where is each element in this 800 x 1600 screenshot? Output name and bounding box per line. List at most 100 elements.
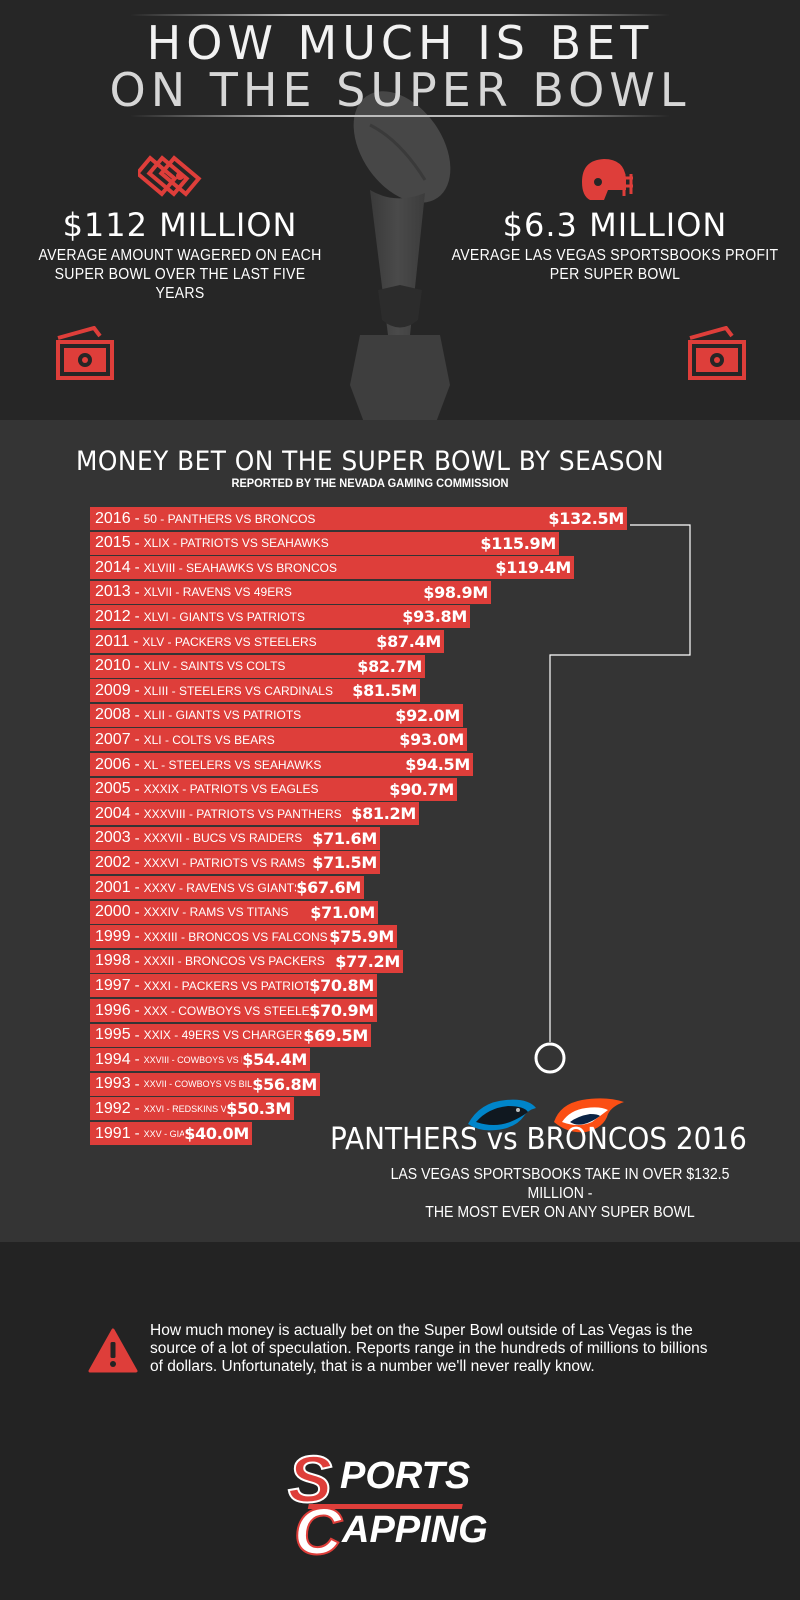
football-helmet-icon	[582, 159, 633, 200]
bar-value-label: $40.0M	[184, 1124, 249, 1143]
bar-year-label: 2011	[95, 632, 130, 650]
bar-2001: 2001- XXXV - RAVENS VS GIANTS $67.6M	[90, 876, 364, 899]
lombardi-trophy-icon	[350, 91, 451, 420]
bar-year-label: 2003	[95, 829, 131, 847]
bar-separator: -	[134, 1125, 140, 1142]
bar-value-label: $69.5M	[303, 1025, 368, 1045]
bar-game-label: XXIX - 49ERS VS CHARGERS	[143, 1028, 304, 1043]
bar-value-label: $77.2M	[335, 951, 400, 971]
bar-year-label: 2002	[95, 853, 131, 871]
bar-1997: 1997- XXXI - PACKERS VS PATRIOTS $70.8M	[90, 974, 377, 998]
bar-2003: 2003- XXXVII - BUCS VS RAIDERS $71.6M	[90, 826, 380, 850]
bar-game-label: XLIV - SAINTS VS COLTS	[143, 659, 286, 674]
bar-year-label: 1993	[95, 1075, 131, 1093]
bar-value-label: $132.5M	[548, 509, 624, 528]
bar-value-label: $92.0M	[395, 705, 460, 725]
bar-game-label: XLII - GIANTS VS PATRIOTS	[143, 708, 302, 723]
bar-value-label: $50.3M	[226, 1099, 291, 1119]
bar-game-label: XL - STEELERS VS SEAHAWKS	[143, 757, 322, 772]
bar-2011: 2011- XLV - PACKERS VS STEELERS $87.4M	[90, 630, 444, 653]
bar-game-label: XXXV - RAVENS VS GIANTS	[143, 880, 297, 895]
callout-title: PANTHERS vs BRONCOS 2016	[330, 1122, 747, 1157]
bar-separator: -	[133, 633, 139, 650]
bar-value-label: $71.5M	[312, 853, 377, 873]
chart-subtitle: REPORTED BY THE NEVADA GAMING COMMISSION	[231, 476, 509, 490]
bar-game-label: XXXIX - PATRIOTS VS EAGLES	[143, 782, 319, 797]
warning-text: How much money is actually bet on the Su…	[150, 1322, 708, 1375]
bar-1992: 1992-XXVI - REDSKINS VS BILLS$50.3M	[90, 1097, 294, 1121]
bar-separator: -	[134, 829, 140, 847]
highlight-connector	[534, 524, 691, 1074]
page-title-line1: HOW MUCH IS BET	[146, 16, 654, 70]
bar-game-label: XXXII - BRONCOS VS PACKERS	[143, 954, 325, 969]
bar-year-label: 1997	[95, 976, 131, 994]
title-bottom-rule	[130, 115, 670, 117]
bar-value-label: $81.5M	[352, 681, 417, 701]
bar-game-label: XXVIII - COWBOYS VS BILLS	[143, 1054, 243, 1065]
bar-2008: 2008- XLII - GIANTS VS PATRIOTS $92.0M	[90, 703, 463, 727]
bar-separator: -	[134, 534, 140, 552]
bar-value-label: $71.0M	[310, 902, 375, 922]
bar-value-label: $81.2M	[351, 804, 416, 824]
bar-game-label: XXXVIII - PATRIOTS VS PANTHERS	[143, 806, 342, 821]
callout-description-line1: LAS VEGAS SPORTSBOOKS TAKE IN OVER $132.…	[390, 1166, 730, 1202]
bar-game-label: XXXVII - BUCS VS RAIDERS	[143, 831, 303, 846]
logo-letters: S C	[287, 1442, 463, 1557]
bar-value-label: $119.4M	[495, 558, 571, 578]
logo-letter-c: C	[294, 1494, 343, 1557]
bar-value-label: $87.4M	[376, 632, 441, 651]
connector-end-circle	[534, 1042, 566, 1074]
bar-value-label: $93.0M	[399, 730, 464, 750]
bar-separator: -	[134, 510, 140, 527]
bar-separator: -	[134, 952, 140, 970]
bar-year-label: 1996	[95, 1001, 131, 1019]
bar-game-label: XXVII - COWBOYS VS BILLS	[143, 1079, 253, 1090]
money-stack-icon	[138, 155, 202, 197]
bar-2002: 2002- XXXVI - PATRIOTS VS RAMS $71.5M	[90, 851, 380, 875]
chart-title: MONEY BET ON THE SUPER BOWL BY SEASON	[76, 446, 664, 477]
stat-wagered-value: $112 MILLION	[62, 206, 298, 244]
panthers-logo-icon	[468, 1099, 536, 1131]
bar-game-label: XXXVI - PATRIOTS VS RAMS	[143, 855, 306, 870]
bar-year-label: 1991	[95, 1124, 131, 1142]
bar-value-label: $54.4M	[242, 1050, 307, 1070]
bar-1995: 1995- XXIX - 49ERS VS CHARGERS $69.5M	[90, 1023, 371, 1047]
bar-game-label: XXV - GIANTS VS BILLS	[143, 1128, 185, 1139]
bar-2000: 2000- XXXIV - RAMS VS TITANS $71.0M	[90, 900, 378, 924]
bar-value-label: $82.7M	[357, 656, 422, 676]
bar-1999: 1999- XXXIII - BRONCOS VS FALCONS $75.9M	[90, 925, 397, 949]
bar-separator: -	[134, 805, 140, 823]
bar-value-label: $67.6M	[296, 878, 361, 897]
bar-1996: 1996- XXX - COWBOYS VS STEELERS $70.9M	[90, 999, 377, 1022]
bar-separator: -	[134, 1075, 140, 1093]
stat-wagered-desc-line2: SUPER BOWL OVER THE LAST FIVE YEARS	[54, 266, 306, 302]
bar-year-label: 2016	[95, 509, 131, 527]
bar-separator: -	[134, 731, 140, 749]
bar-year-label: 2005	[95, 780, 131, 798]
stat-profit-desc-line2: PER SUPER BOWL	[549, 266, 681, 283]
bar-value-label: $93.8M	[402, 607, 467, 627]
money-bill-icon-left	[56, 326, 114, 380]
bar-value-label: $115.9M	[480, 533, 556, 553]
bar-year-label: 2014	[95, 558, 131, 576]
bar-separator: -	[134, 1026, 140, 1044]
bar-separator: -	[134, 657, 140, 675]
bar-separator: -	[134, 756, 140, 773]
bar-separator: -	[134, 608, 140, 626]
stat-profit-desc-line1: AVERAGE LAS VEGAS SPORTSBOOKS PROFIT	[451, 247, 779, 264]
chart-section: MONEY BET ON THE SUPER BOWL BY SEASON RE…	[0, 420, 800, 1242]
bar-separator: -	[134, 559, 140, 577]
sportscapping-logo: S C PORTS APPING	[286, 1442, 488, 1557]
bar-year-label: 1994	[95, 1050, 131, 1068]
warning-triangle-icon	[88, 1328, 138, 1373]
footer-section: How much money is actually bet on the Su…	[0, 1242, 800, 1600]
bar-separator: -	[134, 1100, 140, 1118]
bar-year-label: 2010	[95, 657, 131, 675]
bar-1993: 1993- XXVII - COWBOYS VS BILLS $56.8M	[90, 1072, 320, 1096]
bar-value-label: $56.8M	[252, 1074, 317, 1094]
bar-game-label: XLVI - GIANTS VS PATRIOTS	[143, 609, 305, 624]
broncos-logo-icon	[554, 1098, 624, 1133]
header-section: HOW MUCH IS BET ON THE SUPER BOWL $112 M…	[0, 0, 800, 420]
bar-game-label: XLIX - PATRIOTS VS SEAHAWKS	[143, 536, 329, 551]
bar-year-label: 2000	[95, 903, 131, 921]
